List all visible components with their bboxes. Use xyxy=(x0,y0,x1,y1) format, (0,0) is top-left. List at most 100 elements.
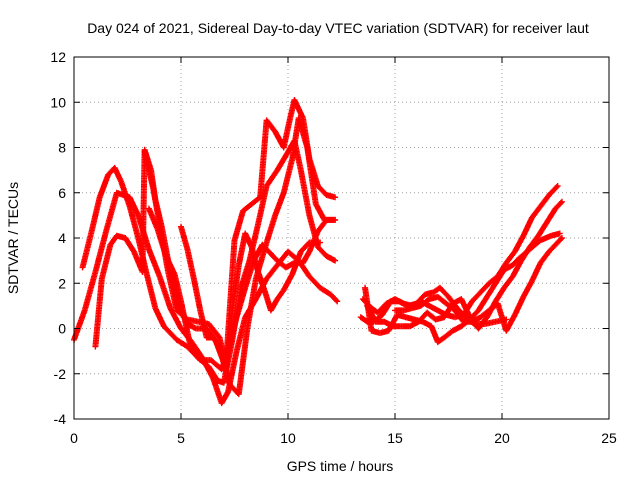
interpolated-marks xyxy=(298,240,312,254)
interpolated-marks xyxy=(127,195,141,217)
interpolated-marks xyxy=(163,254,177,276)
interpolated-marks xyxy=(442,328,455,340)
interpolated-marks xyxy=(328,292,340,304)
interpolated-marks xyxy=(436,294,449,306)
interpolated-marks xyxy=(150,186,163,226)
data-point xyxy=(332,216,339,223)
interpolated-marks xyxy=(281,157,295,195)
interpolated-marks xyxy=(538,249,552,265)
interpolated-marks xyxy=(249,195,262,207)
y-tick-label: 8 xyxy=(58,140,66,156)
interpolated-marks xyxy=(313,202,327,222)
interpolated-marks xyxy=(503,313,518,333)
interpolated-marks xyxy=(123,236,137,254)
interpolated-marks xyxy=(175,337,190,349)
interpolated-marks xyxy=(118,179,133,208)
interpolated-marks xyxy=(529,261,543,283)
interpolated-marks xyxy=(519,245,533,263)
interpolated-marks xyxy=(316,184,329,197)
interpolated-marks xyxy=(484,281,498,299)
data-point xyxy=(332,194,339,201)
interpolated-marks xyxy=(268,297,280,313)
x-tick-label: 0 xyxy=(70,430,78,446)
interpolated-marks xyxy=(512,234,526,254)
interpolated-marks xyxy=(141,150,156,190)
interpolated-marks xyxy=(521,279,535,299)
interpolated-marks xyxy=(257,118,270,199)
interpolated-marks xyxy=(444,301,457,313)
interpolated-marks xyxy=(510,258,524,279)
interpolated-marks xyxy=(264,168,280,188)
interpolated-marks xyxy=(510,256,522,268)
interpolated-marks xyxy=(529,204,543,220)
interpolated-marks xyxy=(161,324,179,342)
x-tick-label: 25 xyxy=(601,430,617,446)
interpolated-marks xyxy=(157,274,173,310)
interpolated-marks xyxy=(375,301,389,315)
interpolated-marks xyxy=(428,324,441,344)
interpolated-marks xyxy=(536,220,550,238)
interpolated-marks xyxy=(300,249,312,265)
interpolated-marks xyxy=(234,315,248,353)
interpolated-marks xyxy=(538,193,552,209)
y-tick-label: 10 xyxy=(50,94,66,110)
interpolated-marks xyxy=(97,173,111,199)
x-axis-title: GPS time / hours xyxy=(287,458,394,474)
interpolated-marks xyxy=(555,236,564,245)
interpolated-marks xyxy=(275,288,286,301)
interpolated-marks xyxy=(300,116,313,161)
interpolated-marks xyxy=(219,390,231,405)
interpolated-marks xyxy=(281,272,295,292)
interpolated-marks xyxy=(470,290,483,304)
interpolated-marks xyxy=(495,261,509,279)
interpolated-marks xyxy=(144,272,158,310)
y-tick-label: -2 xyxy=(54,366,67,382)
interpolated-marks xyxy=(512,295,526,317)
interpolated-marks xyxy=(306,157,321,188)
interpolated-marks xyxy=(315,218,329,233)
interpolated-marks xyxy=(298,168,313,217)
data-series xyxy=(71,96,565,407)
interpolated-marks xyxy=(272,191,287,217)
series-pass-e xyxy=(145,205,339,373)
interpolated-marks xyxy=(92,277,105,349)
series-pass-k xyxy=(392,235,565,334)
x-tick-label: 10 xyxy=(280,430,296,446)
y-axis-title: SDTVAR / TECUs xyxy=(5,182,21,294)
data-point xyxy=(558,198,565,205)
interpolated-marks xyxy=(458,297,473,319)
interpolated-marks xyxy=(168,306,184,331)
interpolated-marks xyxy=(275,150,291,172)
interpolated-marks xyxy=(316,245,329,258)
interpolated-marks xyxy=(79,232,94,269)
chart-title: Day 024 of 2021, Sidereal Day-to-day VTE… xyxy=(87,20,589,36)
data-point xyxy=(558,235,565,241)
interpolated-marks xyxy=(165,270,180,312)
interpolated-marks xyxy=(478,281,492,295)
interpolated-marks xyxy=(502,274,515,290)
interpolated-marks xyxy=(108,234,119,247)
interpolated-marks xyxy=(281,116,293,149)
interpolated-marks xyxy=(171,272,184,303)
interpolated-marks xyxy=(139,148,148,274)
interpolated-marks xyxy=(547,184,560,197)
interpolated-marks xyxy=(187,340,203,362)
interpolated-marks xyxy=(71,308,88,342)
interpolated-marks xyxy=(229,263,242,312)
interpolated-marks xyxy=(92,229,109,274)
y-tick-label: -4 xyxy=(54,411,67,427)
series-pass-a xyxy=(71,189,341,407)
interpolated-marks xyxy=(292,98,306,120)
interpolated-marks xyxy=(146,247,163,279)
interpolated-marks xyxy=(235,327,251,396)
tick-labels: 0 5 10 15 20 25 -4 -2 0 2 4 6 8 10 12 xyxy=(50,49,617,446)
x-tick-label: 5 xyxy=(177,430,185,446)
interpolated-marks xyxy=(364,304,379,324)
interpolated-marks xyxy=(452,308,466,324)
interpolated-marks xyxy=(88,195,103,235)
grid xyxy=(74,57,609,419)
interpolated-marks xyxy=(231,209,246,242)
interpolated-marks xyxy=(211,335,222,349)
interpolated-marks xyxy=(82,270,98,312)
series-pass-d xyxy=(141,96,339,368)
